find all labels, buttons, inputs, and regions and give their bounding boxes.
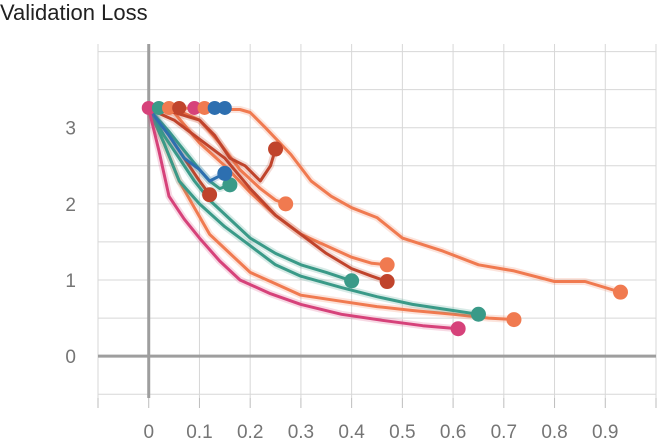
y-tick-label: 1 (65, 271, 76, 292)
series-end-marker-run-red-c (202, 187, 218, 203)
grid-layer (97, 44, 657, 398)
marker-layer (141, 100, 628, 337)
y-tick-label: 0 (65, 347, 76, 368)
series-line-run-teal-b (147, 107, 480, 316)
x-tick-label: 0.9 (592, 422, 618, 441)
series-line-run-orange-c (147, 107, 516, 322)
series-line-run-pink (147, 107, 460, 331)
axis-layer (97, 44, 657, 408)
series-end-marker-run-teal-c (222, 177, 238, 193)
x-tick-label: 0 (143, 422, 154, 441)
series-end-marker-run-orange-c (506, 312, 522, 328)
label-layer: 0 0.1 0.2 0.3 0.4 0.5 0.6 0.7 0.8 0.9 0 1 2 3 (65, 119, 618, 441)
x-tick-label: 0.5 (389, 422, 415, 441)
start-marker (197, 100, 212, 115)
series-end-marker-run-teal-a (344, 273, 360, 289)
series-end-marker-run-orange-b (379, 257, 395, 273)
series-line-run-blue (147, 107, 227, 183)
x-tick-label: 0.8 (541, 422, 567, 441)
x-tick-label: 0.7 (491, 422, 517, 441)
series-line-run-red-b (147, 107, 389, 283)
start-marker (172, 100, 187, 115)
x-tick-label: 0.1 (186, 422, 212, 441)
series-end-marker-run-blue (217, 165, 233, 181)
y-tick-label: 2 (65, 195, 76, 216)
series-end-marker-run-red-a (268, 141, 284, 157)
start-marker (207, 100, 222, 115)
series-end-marker-run-red-b (379, 274, 395, 290)
start-marker (162, 100, 177, 115)
y-tick-label: 3 (65, 119, 76, 140)
start-marker (151, 100, 166, 115)
series-end-marker-run-pink (450, 321, 466, 337)
x-tick-label: 0.4 (338, 422, 365, 441)
x-tick-label: 0.2 (237, 422, 263, 441)
chart-title: Validation Loss (0, 0, 148, 25)
series-line-run-red-a (147, 107, 277, 183)
start-marker (217, 100, 232, 115)
start-marker (141, 100, 156, 115)
x-tick-label: 0.3 (288, 422, 314, 441)
series-line-run-teal-a (147, 107, 354, 283)
series-end-marker-run-teal-b (470, 306, 486, 322)
x-tick-label: 0.6 (440, 422, 466, 441)
series-layer (145, 104, 624, 333)
series-end-marker-run-orange-mid (278, 196, 294, 212)
start-marker (187, 100, 202, 115)
series-end-marker-run-orange-long (612, 284, 628, 300)
